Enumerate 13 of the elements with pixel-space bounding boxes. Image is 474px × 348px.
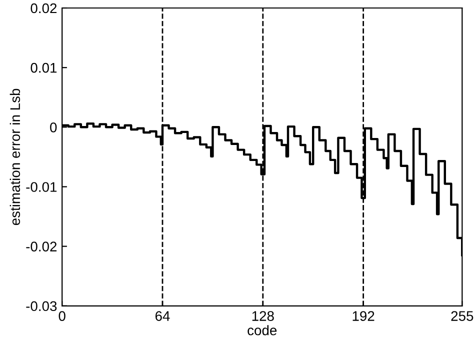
y-tick-label: -0.02 <box>26 242 57 252</box>
x-axis-title: code <box>248 325 277 336</box>
x-tick-label: 128 <box>252 311 274 321</box>
x-tick-label: 0 <box>58 311 66 321</box>
x-tick-label: 192 <box>352 311 374 321</box>
x-tick-label: 255 <box>451 311 474 321</box>
x-tick-label: 64 <box>155 311 170 321</box>
y-tick-label: -0.03 <box>26 301 57 312</box>
y-axis-title: estimation error in Lsb <box>10 88 20 226</box>
y-tick-label: 0.02 <box>30 3 57 14</box>
y-tick-label: -0.01 <box>26 182 57 192</box>
y-tick-label: 0.01 <box>30 62 57 73</box>
y-tick-label: 0 <box>50 122 57 132</box>
